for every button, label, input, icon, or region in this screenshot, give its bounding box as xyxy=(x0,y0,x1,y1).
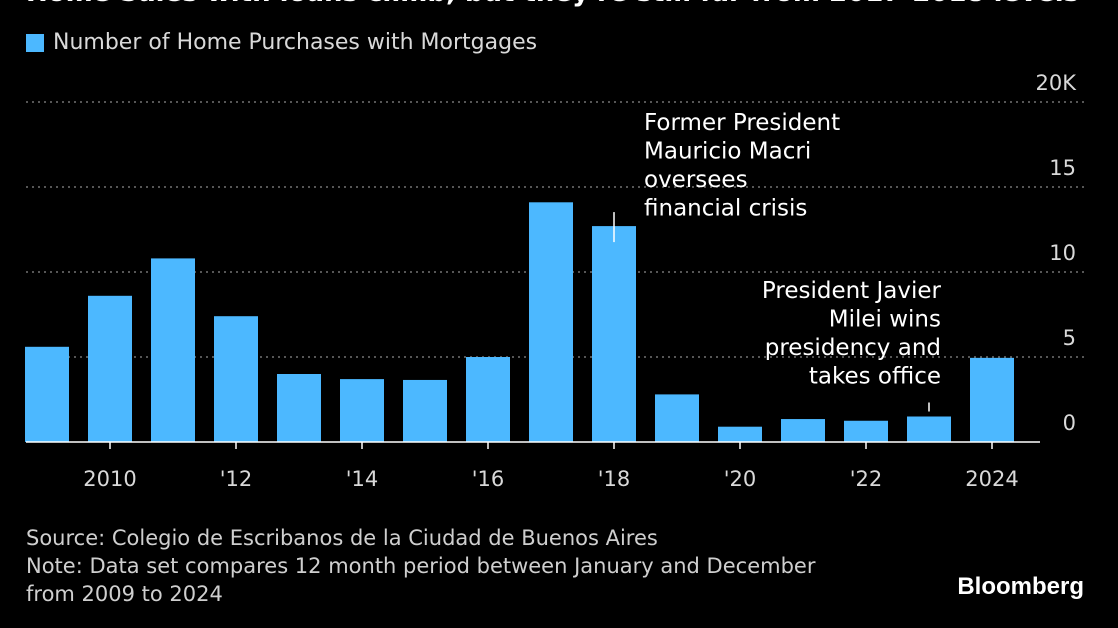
bloomberg-logo: Bloomberg xyxy=(957,573,1084,600)
annotation-text-line: oversees xyxy=(644,167,748,193)
bar-2010 xyxy=(88,295,132,442)
data-note: Note: Data set compares 12 month period … xyxy=(26,554,816,578)
footer: Source: Colegio de Escribanos de la Ciud… xyxy=(26,524,815,608)
x-tick-label: 2024 xyxy=(965,467,1018,491)
x-tick-label: 2010 xyxy=(83,467,136,491)
annotation-text-line: Former President xyxy=(644,110,840,136)
y-tick-label: 10 xyxy=(1049,241,1076,265)
annotation-text-line: President Javier xyxy=(762,278,942,304)
legend-label: Number of Home Purchases with Mortgages xyxy=(53,30,538,55)
bar-2011 xyxy=(151,258,195,442)
bar-2014 xyxy=(340,379,384,442)
y-tick-label: 15 xyxy=(1049,156,1076,180)
bar-2016 xyxy=(466,357,510,442)
y-tick-label: 0 xyxy=(1063,411,1076,435)
source-note: Source: Colegio de Escribanos de la Ciud… xyxy=(26,526,658,550)
x-tick-label: '16 xyxy=(472,467,505,491)
data-note-continued: from 2009 to 2024 xyxy=(26,582,223,606)
legend-swatch xyxy=(26,33,44,52)
bar-2012 xyxy=(214,316,258,442)
x-tick-label: '20 xyxy=(724,467,757,491)
bar-2021 xyxy=(781,419,825,442)
bar-2017 xyxy=(529,202,573,442)
bar-2022 xyxy=(844,420,888,442)
x-tick-label: '22 xyxy=(850,467,883,491)
bar-2024 xyxy=(970,357,1014,442)
y-tick-label: 20K xyxy=(1036,71,1078,95)
bar-2023 xyxy=(907,416,951,442)
x-tick-label: '12 xyxy=(220,467,253,491)
bar-2019 xyxy=(655,394,699,442)
bar-2009 xyxy=(25,346,69,442)
x-tick-label: '18 xyxy=(598,467,631,491)
chart-title: Home Sales with loans climb, but they're… xyxy=(26,0,1079,8)
bar-2015 xyxy=(403,379,447,442)
legend: Number of Home Purchases with Mortgages xyxy=(26,30,537,55)
bar-2013 xyxy=(277,374,321,442)
annotation-text-line: Milei wins xyxy=(829,307,941,333)
bar-2020 xyxy=(718,426,762,442)
annotation-text-line: financial crisis xyxy=(644,196,807,222)
x-tick-label: '14 xyxy=(346,467,379,491)
bar-2018 xyxy=(592,226,636,442)
bar-chart: 0 5 10 15 20K 2010 '12 '14 '16 '18 '20 '22 2024 Form… xyxy=(25,71,1084,491)
annotation-text-line: Mauricio Macri xyxy=(644,139,811,165)
annotation-text-line: presidency and xyxy=(765,335,941,361)
annotation-text-line: takes office xyxy=(809,364,941,390)
y-tick-label: 5 xyxy=(1063,326,1076,350)
